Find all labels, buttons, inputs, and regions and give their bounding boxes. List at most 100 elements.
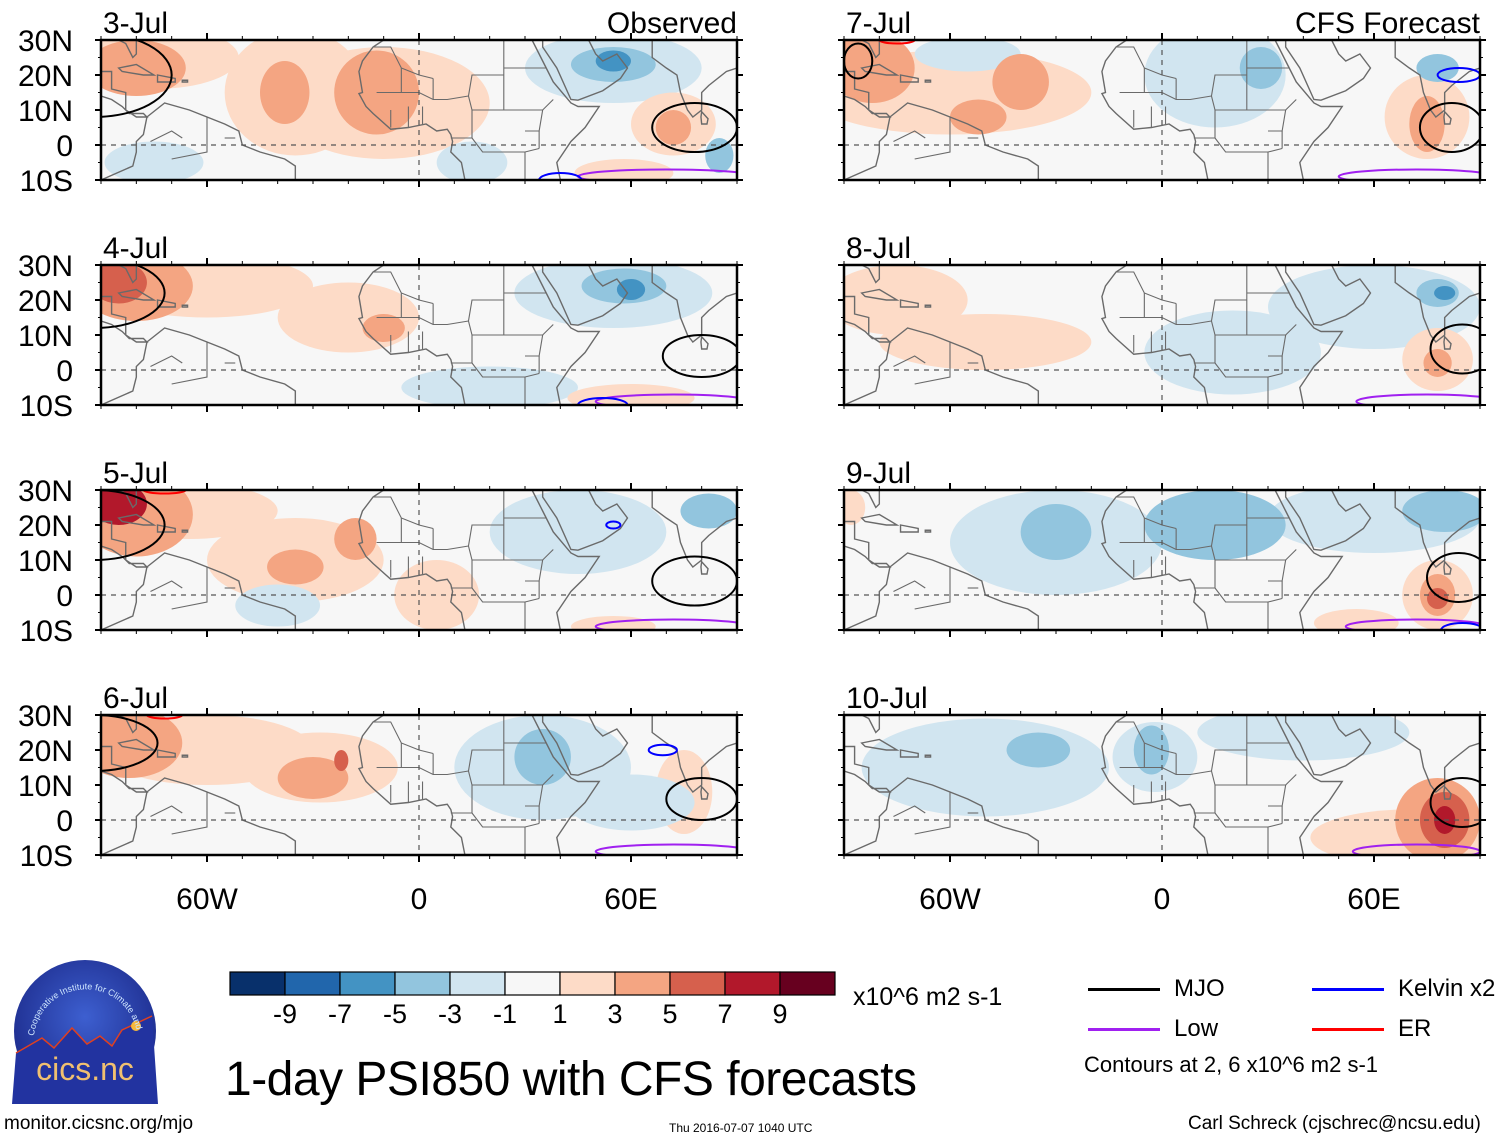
coastline <box>357 490 601 630</box>
panel-date-label: 8-Jul <box>846 232 911 265</box>
anomaly-blob <box>101 265 147 304</box>
y-tick-label: 0 <box>56 580 73 613</box>
country-border <box>1119 541 1212 551</box>
country-border <box>467 75 505 111</box>
coastline <box>700 560 709 575</box>
coastline <box>181 754 189 758</box>
x-tick-label: 60E <box>604 883 657 916</box>
country-border <box>914 117 951 160</box>
column-header: Observed <box>607 7 737 40</box>
footer-url[interactable]: monitor.cicsnc.org/mjo <box>4 1113 194 1134</box>
coastline <box>1479 715 1480 744</box>
coastline <box>1284 40 1372 101</box>
coastline <box>181 304 189 308</box>
legend-entry-kelvin-x2: Kelvin x2 <box>1312 975 1495 1003</box>
y-tick-label: 0 <box>56 355 73 388</box>
coastline <box>860 513 900 526</box>
x-tick-label: 60W <box>919 883 981 916</box>
legend-label: Kelvin x2 <box>1398 975 1496 1002</box>
anomaly-blob <box>104 141 204 180</box>
contour-low <box>1355 393 1480 405</box>
panel-date-label: 3-Jul <box>103 7 168 40</box>
colorbar: -9 -7 -5 -3 -1 1 3 5 7 9 <box>229 971 836 1029</box>
coastline <box>1394 40 1480 118</box>
y-tick-label: 0 <box>56 130 73 163</box>
panel-date-label: 6-Jul <box>103 682 168 715</box>
coastline <box>117 513 157 526</box>
contour-mjo <box>844 42 874 80</box>
coastline <box>899 299 919 308</box>
contour-mjo <box>101 40 173 118</box>
coastline <box>101 327 297 405</box>
anomaly-blob <box>334 750 349 771</box>
coastline <box>844 102 1040 180</box>
country-border <box>1210 525 1248 561</box>
contour-er <box>142 490 187 495</box>
legend-entry-mjo: MJO <box>1088 975 1225 1003</box>
contour-mjo <box>1426 552 1480 603</box>
coastline <box>181 79 189 83</box>
footer-author: Carl Schreck (cjschrec@ncsu.edu) <box>1188 1113 1481 1134</box>
contour-low <box>1351 843 1480 855</box>
legend-label: MJO <box>1174 975 1225 1002</box>
coastline <box>736 490 737 519</box>
country-border <box>1119 91 1212 101</box>
country-border <box>150 805 183 817</box>
anomaly-blob <box>1434 286 1456 300</box>
anomaly-blob <box>861 718 1109 817</box>
map-panel-10-Jul: 10-Jul 60W 0 60E <box>838 682 1486 916</box>
coastline <box>1284 265 1372 326</box>
colorbar-tick-label: -9 <box>273 999 297 1029</box>
map-panel-9-Jul: 9-Jul <box>838 457 1486 637</box>
coastline <box>700 335 709 350</box>
coastline <box>101 777 297 855</box>
country-border <box>376 766 469 776</box>
anomaly-blob <box>267 549 324 585</box>
coastline <box>117 738 157 751</box>
y-tick-label: 30N <box>18 475 73 508</box>
country-border <box>1210 75 1248 111</box>
contour-mjo <box>661 334 737 378</box>
contour-kelvin-x2 <box>647 743 678 757</box>
anomaly-blob <box>1133 725 1170 775</box>
contour-mjo <box>1418 102 1480 153</box>
colorbar-tick-label: 3 <box>607 999 622 1029</box>
anomaly-blob <box>595 50 631 72</box>
country-border <box>1214 587 1283 603</box>
coastline <box>357 715 601 855</box>
anomaly-blob <box>101 715 183 778</box>
anomaly-blob <box>844 490 866 525</box>
anomaly-blob <box>489 490 667 574</box>
coastline <box>1443 335 1452 350</box>
anomaly-blob <box>1423 349 1452 377</box>
coastline <box>573 629 597 630</box>
country-border <box>467 525 505 561</box>
y-tick-label: 10N <box>18 95 73 128</box>
coastline <box>899 74 919 83</box>
colorbar-swatch <box>724 971 781 996</box>
coastline <box>651 715 737 793</box>
coastline <box>156 299 176 308</box>
anomaly-blob <box>277 757 349 799</box>
x-tick-label: 0 <box>1154 883 1171 916</box>
anomaly-blob <box>1416 54 1459 82</box>
contour-kelvin-x2 <box>605 520 622 530</box>
coastline <box>844 552 1040 630</box>
y-tick-label: 10N <box>18 770 73 803</box>
coastline <box>899 749 919 758</box>
x-tick-label: 0 <box>411 883 428 916</box>
country-border <box>1210 299 1247 322</box>
anomaly-blob <box>950 99 1007 135</box>
country-border <box>914 567 951 610</box>
colorbar-swatch <box>779 971 836 996</box>
anomaly-blob <box>1313 609 1399 630</box>
y-tick-label: 10S <box>20 390 73 423</box>
anomaly-blob <box>567 774 695 831</box>
colorbar-swatch <box>229 971 286 996</box>
coastline <box>861 490 881 509</box>
contour-mjo <box>1429 777 1480 828</box>
colorbar-swatch <box>284 971 341 996</box>
coastline <box>924 754 932 758</box>
coastline <box>541 715 629 776</box>
